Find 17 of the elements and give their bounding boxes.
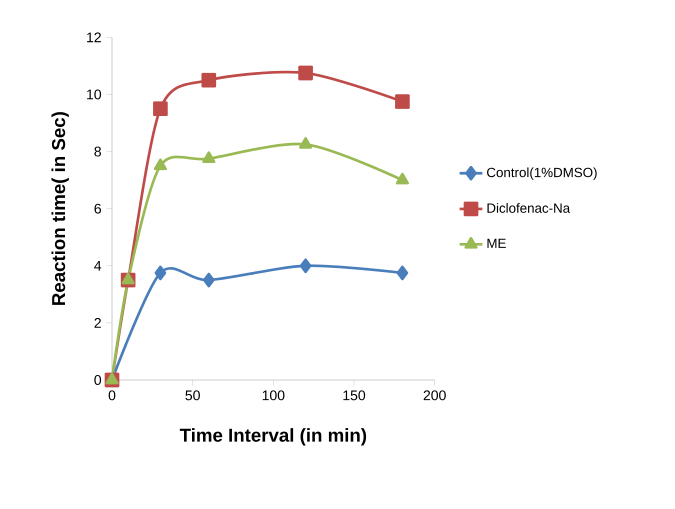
x-tick-label: 150 (343, 390, 366, 400)
x-tick-label: 0 (108, 390, 116, 400)
legend-label: ME (487, 238, 506, 248)
x-axis-title: Time Interval (in min) (180, 428, 366, 446)
y-axis-title: Reaction time( in Sec) (51, 112, 69, 305)
y-tick-label: 10 (87, 89, 102, 100)
y-tick-label: 6 (94, 204, 101, 214)
legend-label: Diclofenac-Na (487, 203, 570, 213)
y-tick-label: 4 (94, 260, 102, 271)
legend-label: Control(1%DMSO) (487, 167, 597, 180)
y-tick-label: 12 (87, 32, 101, 42)
y-tick-label: 0 (94, 375, 102, 385)
x-tick-label: 100 (262, 390, 284, 400)
x-tick-label: 200 (424, 390, 446, 400)
y-tick-label: 8 (94, 146, 101, 157)
y-tick-label: 2 (94, 318, 101, 328)
x-tick-label: 50 (185, 390, 200, 400)
